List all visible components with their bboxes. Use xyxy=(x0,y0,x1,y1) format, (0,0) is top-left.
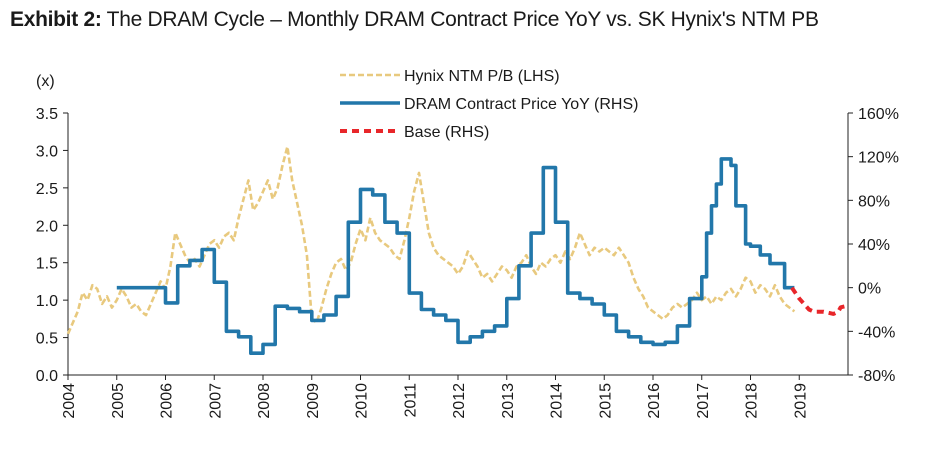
y-left-tick-label: 0.5 xyxy=(36,331,58,348)
base-series-line xyxy=(790,286,847,316)
legend-base-label: Base (RHS) xyxy=(404,124,489,141)
x-tick-label: 2018 xyxy=(744,383,761,419)
dram-yoy-series-line xyxy=(116,157,795,355)
y-right-tick-label: 80% xyxy=(858,193,890,210)
y-right-tick-label: 120% xyxy=(858,150,899,167)
x-tick-label: 2005 xyxy=(110,383,127,419)
y-right-tick-label: 0% xyxy=(858,281,881,298)
x-tick-label: 2007 xyxy=(207,383,224,419)
x-tick-label: 2004 xyxy=(61,383,78,419)
series-layer xyxy=(66,145,847,355)
y-right-tick-label: -80% xyxy=(858,368,895,385)
x-tick-label: 2012 xyxy=(451,383,468,419)
x-tick-label: 2015 xyxy=(597,383,614,419)
x-tick-label: 2019 xyxy=(792,383,809,419)
legend-dram-label: DRAM Contract Price YoY (RHS) xyxy=(404,96,638,113)
legend: Hynix NTM P/B (LHS) DRAM Contract Price Y… xyxy=(340,68,638,141)
x-tick-label: 2016 xyxy=(646,383,663,419)
x-tick-label: 2008 xyxy=(256,383,273,419)
exhibit-label: Exhibit 2: xyxy=(10,8,102,31)
x-tick-label: 2010 xyxy=(354,383,371,419)
title-text: The DRAM Cycle – Monthly DRAM Contract P… xyxy=(106,8,819,31)
y-left-unit-label: (x) xyxy=(36,73,55,90)
x-tick-label: 2006 xyxy=(159,383,176,419)
y-left-tick-label: 2.5 xyxy=(36,181,58,198)
pb-series-line xyxy=(66,145,796,335)
x-tick-label: 2014 xyxy=(549,383,566,419)
x-tick-label: 2011 xyxy=(402,383,419,418)
y-right-tick-label: -40% xyxy=(858,324,895,341)
y-right-tick-label: 160% xyxy=(858,106,899,123)
x-tick-label: 2009 xyxy=(305,383,322,419)
y-left-tick-label: 1.0 xyxy=(36,293,58,310)
y-left-tick-label: 3.5 xyxy=(36,106,58,123)
legend-pb-label: Hynix NTM P/B (LHS) xyxy=(404,68,560,85)
y-right-tick-label: 40% xyxy=(858,237,890,254)
y-left-tick-label: 0.0 xyxy=(36,368,58,385)
y-left-tick-label: 3.0 xyxy=(36,143,58,160)
x-tick-label: 2013 xyxy=(500,383,517,419)
chart-title: Exhibit 2: The DRAM Cycle – Monthly DRAM… xyxy=(10,8,819,32)
axes: (x) 0.0 0.5 1.0 1.5 2.0 2.5 3.0 3.5 -80% -40% 0% 40%… xyxy=(36,73,899,419)
y-left-tick-label: 2.0 xyxy=(36,218,58,235)
y-left-tick-label: 1.5 xyxy=(36,256,58,273)
x-tick-label: 2017 xyxy=(695,383,712,419)
